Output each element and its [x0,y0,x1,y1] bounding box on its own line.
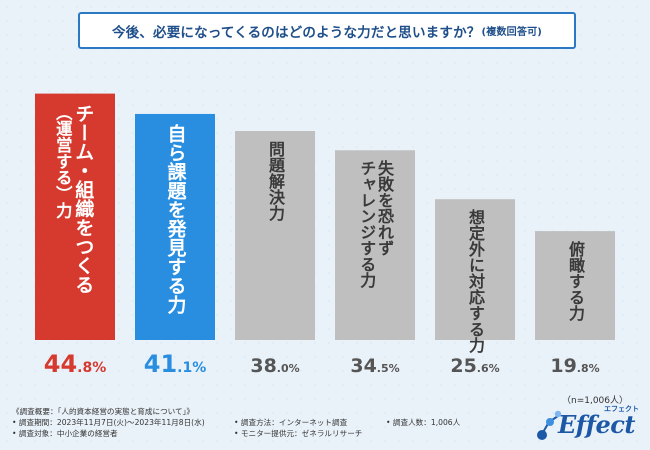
category-label-6-line-1: 俯瞰する力 [565,241,585,322]
category-label-1-line-2: （運営する）力 [53,103,73,218]
category-label-5-line-1: 想定外に対応する力 [465,209,485,354]
category-label-4: 失敗を恐れず チャレンジする力 [357,160,394,289]
category-label-2-line-1: 自ら課題を発見する力 [164,123,187,314]
effect-logo: エフェクト Effect [534,404,644,444]
bar-5 [435,199,515,340]
category-label-4-line-1: 失敗を恐れず [374,160,394,257]
title-sub: (複数回答可) [481,27,543,38]
category-label-2: 自ら課題を発見する力 [164,123,187,314]
value-label-6: 19.8% [550,355,599,377]
bar-3 [235,131,315,340]
survey-period: • 調査期間：2023年11月7日(火)〜2023年11月8日(水) [12,418,205,427]
value-label-1: 44.8% [44,350,107,378]
category-label-5: 想定外に対応する力 [465,209,485,354]
category-label-1: チーム・組織をつくる （運営する）力 [53,103,95,294]
logo-word: Effect [558,410,635,439]
survey-footer: 《調査概要：「人的資本経営の実態と育成について」》 • 調査期間：2023年11… [12,406,460,439]
sample-size-note: （n=1,006人） [561,396,628,406]
molecule-icon [537,410,562,440]
category-label-4-line-2: チャレンジする力 [357,160,377,289]
chart-title: 今後、必要になってくるのはどのような力だと思いますか？ (複数回答可) [78,12,576,49]
bar-2 [135,113,215,340]
survey-overview: 《調査概要：「人的資本経営の実態と育成について」》 [12,407,195,416]
bar-1 [35,93,115,340]
survey-provider: • モニター提供元：ゼネラルリサーチ [234,429,363,438]
category-label-3-line-1: 問題解決力 [265,141,285,221]
survey-respondents: • 調査人数：1,006人 [386,418,461,427]
logo-kana: エフェクト [604,405,639,413]
survey-target: • 調査対象：中小企業の経営者 [12,429,118,438]
value-label-2: 41.1% [144,350,207,378]
bar-4 [335,150,415,340]
title-main: 今後、必要になってくるのはどのような力だと思いますか？ [111,24,481,41]
bar-6 [535,231,615,340]
survey-method: • 調査方法：インターネット調査 [234,418,348,427]
category-label-1-line-1: チーム・組織をつくる [72,103,95,294]
category-label-6: 俯瞰する力 [565,241,585,322]
value-label-4: 34.5% [350,355,399,377]
value-label-3: 38.0% [250,355,299,377]
value-label-5: 25.6% [450,355,499,377]
category-label-3: 問題解決力 [265,141,285,221]
